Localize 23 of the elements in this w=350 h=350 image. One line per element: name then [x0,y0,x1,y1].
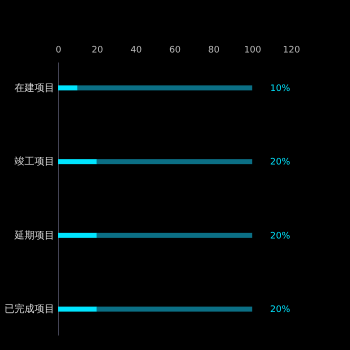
text: 20% [270,231,290,242]
bar [58,232,97,238]
x-tick-label: 100 [244,46,262,56]
x-tick-label: 20 [92,46,104,56]
bar [96,232,252,238]
x-tick-label: 80 [208,46,220,56]
x-tick-label: 60 [169,46,181,56]
bar [96,306,252,312]
y-tick-label: 竣工项目 [14,156,54,168]
bar [58,159,97,164]
text: 20% [270,158,290,168]
bar [58,85,78,90]
text: 20% [270,305,290,316]
y-tick-label: 延期项目 [14,229,54,242]
y-tick-label: 已完成项目 [4,303,54,316]
x-tick-label: 120 [282,46,300,56]
x-tick-label: 40 [130,46,142,56]
bar [77,85,252,90]
bar [58,306,97,312]
y-tick-label: 在建项目 [14,82,54,94]
x-tick-label: 0 [56,46,62,56]
bar [96,159,252,164]
text: 10% [270,84,290,94]
